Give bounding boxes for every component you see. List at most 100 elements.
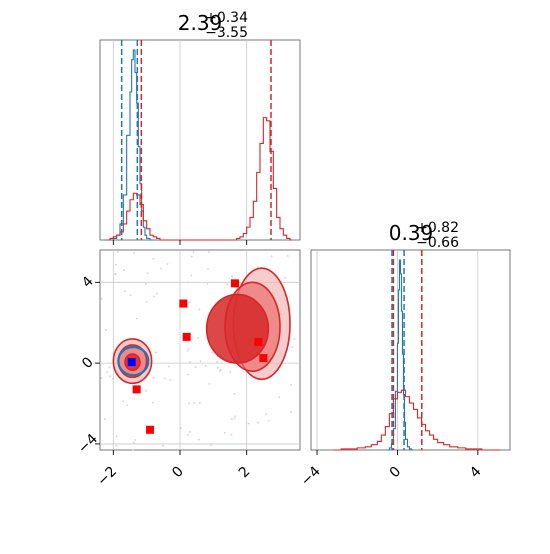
sample-dot (230, 418, 233, 421)
histogram-series (103, 49, 292, 241)
ticks: −4 0 4 (298, 450, 485, 489)
x-tick-label: 0 (387, 464, 405, 482)
sample-dot (160, 267, 162, 270)
sample-dot (211, 351, 213, 354)
sample-dot (223, 431, 226, 434)
sample-dot (153, 295, 155, 298)
sample-dot (145, 301, 148, 303)
marginal-histogram-param-2: −4 0 4 0.39 +0.82 −0.66 (298, 220, 511, 489)
x-tick-label: −2 (94, 464, 120, 490)
sample-dot (179, 427, 182, 430)
title-minus: −0.66 (416, 235, 459, 251)
sample-dot (189, 361, 192, 364)
sample-dot (270, 255, 273, 258)
histogram-step (106, 117, 292, 241)
sample-dot (111, 377, 114, 380)
sample-dot (256, 266, 259, 268)
sample-dot (109, 375, 112, 378)
joint-contour-panel: −2 0 2 −4 0 4 (75, 249, 301, 490)
sample-dot (265, 413, 267, 416)
sample-dot (234, 415, 237, 418)
sample-dot (197, 438, 200, 441)
sample-dot (247, 422, 250, 425)
sample-dot (116, 250, 119, 253)
sample-dot (230, 433, 233, 436)
y-tick-label: 4 (79, 273, 97, 291)
axes-frame (99, 39, 301, 241)
sample-dot (186, 349, 189, 352)
red-square-marker (259, 354, 268, 363)
sample-dot (284, 277, 287, 279)
sample-dot (190, 255, 193, 258)
sample-dot (163, 377, 166, 380)
title-param-2: 0.39 (389, 221, 434, 245)
sample-dot (208, 251, 210, 253)
sample-dot (122, 400, 124, 403)
red-square-marker (146, 425, 154, 434)
sample-dot (189, 301, 192, 304)
sample-dot (146, 272, 149, 275)
sample-dot (231, 275, 233, 277)
markers (127, 279, 268, 434)
contour-level (117, 345, 150, 377)
red-square-marker (182, 332, 191, 341)
sample-dot (145, 389, 147, 392)
sample-dot (233, 417, 236, 420)
sample-dot (166, 263, 169, 265)
title-value: 0.39 (389, 221, 434, 245)
sample-dot (257, 421, 260, 424)
sample-dot (216, 366, 219, 369)
sample-dot (199, 360, 202, 363)
sample-dot (233, 392, 236, 395)
sample-dot (216, 360, 219, 363)
sample-dot (194, 366, 197, 368)
sample-dot (100, 297, 103, 300)
sample-dot (129, 294, 132, 297)
sample-dot (105, 329, 107, 331)
sample-dot (193, 401, 196, 404)
sample-dot (186, 281, 189, 284)
sample-dot (162, 444, 164, 447)
y-tick-label: −4 (75, 431, 101, 457)
sample-dot (152, 257, 155, 260)
quantile-lines (120, 40, 272, 240)
quantile-lines (391, 250, 423, 450)
title-plus: +0.34 (205, 10, 248, 26)
sample-dot (169, 379, 172, 381)
sample-dot (290, 346, 293, 349)
title-param-1: 2.39 (178, 11, 223, 35)
title-minus: −3.55 (205, 25, 248, 41)
sample-dot (290, 411, 293, 414)
contours (112, 267, 291, 385)
histogram-step (333, 389, 500, 451)
y-tick-label: 0 (79, 354, 97, 372)
sample-dot (108, 366, 111, 369)
red-square-marker (231, 279, 239, 288)
sample-dot (135, 317, 138, 320)
marginal-histogram-param-1: 2.39 +0.34 −3.55 (99, 10, 301, 245)
sample-dot (197, 336, 199, 339)
sample-dot (293, 338, 296, 340)
sample-dot (152, 377, 155, 380)
sample-dot (198, 308, 201, 311)
histogram-series (333, 259, 500, 451)
sample-dot (198, 402, 201, 404)
sample-dot (207, 267, 209, 270)
sample-dot (267, 419, 270, 422)
sample-dot (290, 384, 292, 386)
sample-dot (187, 434, 189, 436)
sample-dot (204, 364, 207, 367)
x-tick-label: 0 (169, 464, 187, 482)
sample-dot (188, 402, 191, 405)
sample-dot (286, 255, 289, 257)
sample-dot (100, 377, 103, 379)
sample-dot (134, 439, 137, 441)
x-tick-label: −4 (298, 463, 324, 489)
sample-dot (208, 383, 211, 385)
red-square-marker (132, 385, 141, 394)
red-square-marker (254, 337, 263, 346)
sample-dot (115, 444, 118, 447)
x-tick-label: 4 (467, 463, 485, 481)
